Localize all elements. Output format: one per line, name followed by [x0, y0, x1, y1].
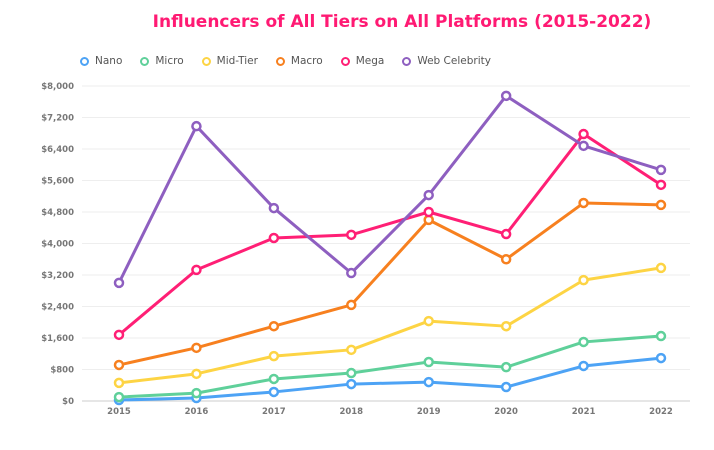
series-line-mega: [118, 132, 662, 336]
data-point-mega: [500, 228, 512, 240]
data-point-web-celebrity: [500, 90, 512, 102]
data-point-micro: [268, 373, 280, 385]
data-point-web-celebrity: [655, 164, 667, 176]
data-point-mega: [113, 329, 125, 341]
x-tick-label: 2019: [417, 407, 441, 417]
y-tick-label: $7,200: [41, 114, 74, 124]
data-point-mid-tier: [423, 315, 434, 327]
series-line-micro: [118, 334, 662, 399]
data-point-macro: [500, 254, 512, 265]
y-tick-label: $8,000: [41, 82, 74, 92]
data-point-micro: [423, 356, 434, 368]
legend-marker: [201, 56, 211, 66]
data-point-mid-tier: [346, 344, 357, 356]
data-point-mega: [268, 232, 280, 244]
data-point-web-celebrity: [423, 189, 434, 201]
legend-label: Nano: [95, 55, 123, 67]
legend-label: Macro: [290, 55, 323, 67]
x-tick-label: 2018: [339, 407, 363, 417]
data-point-mega: [655, 179, 667, 191]
data-point-micro: [500, 361, 512, 373]
x-tick-label: 2021: [572, 407, 596, 417]
data-point-nano: [346, 378, 357, 390]
data-point-mid-tier: [113, 377, 125, 389]
data-point-macro: [113, 359, 125, 371]
series-line-nano: [118, 356, 662, 402]
data-point-web-celebrity: [268, 202, 280, 214]
data-point-mega: [423, 206, 434, 218]
legend-item-macro: Macro: [275, 55, 323, 67]
data-point-web-celebrity: [113, 277, 125, 289]
data-point-nano: [655, 352, 667, 364]
data-point-mega: [578, 128, 589, 140]
legend-item-mid-tier: Mid-Tier: [201, 55, 258, 67]
data-point-macro: [268, 320, 280, 332]
data-point-mid-tier: [500, 320, 512, 332]
legend-marker: [340, 56, 350, 66]
chart-title: Influencers of All Tiers on All Platform…: [152, 12, 652, 32]
data-point-nano: [578, 360, 589, 372]
x-tick-label: 2016: [185, 407, 209, 417]
legend-label: Mega: [355, 55, 385, 67]
series-line-macro: [118, 201, 662, 367]
data-point-web-celebrity: [578, 140, 589, 152]
data-point-mega: [191, 264, 202, 276]
legend-item-mega: Mega: [340, 55, 385, 67]
data-point-micro: [655, 330, 667, 342]
y-tick-label: $1,600: [41, 334, 74, 344]
data-point-nano: [268, 386, 280, 398]
data-point-micro: [578, 336, 589, 348]
data-point-nano: [423, 376, 434, 388]
legend-marker: [80, 56, 89, 66]
data-point-macro: [191, 342, 202, 354]
y-tick-label: $4,000: [41, 240, 74, 250]
legend-marker: [275, 56, 285, 66]
series-line-web-celebrity: [117, 94, 662, 284]
legend-marker: [402, 56, 412, 66]
legend-label: Micro: [155, 55, 184, 67]
data-point-macro: [346, 299, 357, 311]
data-point-macro: [578, 197, 589, 209]
legend-item-micro: Micro: [140, 55, 184, 67]
y-tick-label: $3,200: [41, 271, 74, 281]
data-point-mega: [346, 229, 357, 241]
legend-item-web-celebrity: Web Celebrity: [402, 55, 491, 67]
y-tick-label: $4,800: [41, 208, 74, 218]
legend-item-nano: Nano: [80, 55, 122, 67]
data-point-mid-tier: [655, 262, 667, 274]
data-point-nano: [500, 381, 512, 393]
data-point-mid-tier: [191, 368, 202, 380]
legend: Nano Micro Mid-Tier Macro Mega Web Celebrity: [80, 55, 491, 67]
y-tick-label: $5,600: [41, 177, 74, 187]
y-tick-label: $6,400: [41, 145, 74, 155]
data-point-micro: [191, 387, 202, 399]
data-point-mid-tier: [578, 274, 589, 286]
x-tick-label: 2020: [494, 407, 518, 417]
series-line-mid-tier: [118, 266, 662, 385]
x-tick-label: 2017: [262, 407, 286, 417]
data-point-micro: [346, 367, 357, 379]
legend-label: Web Celebrity: [417, 55, 491, 67]
y-tick-label: $800: [50, 366, 74, 376]
data-point-mid-tier: [268, 350, 280, 362]
x-tick-label: 2022: [649, 407, 673, 417]
legend-marker: [140, 56, 150, 66]
legend-label: Mid-Tier: [216, 55, 258, 67]
data-point-macro: [655, 199, 667, 211]
y-tick-label: $2,400: [41, 303, 74, 313]
y-tick-label: $0: [62, 397, 74, 407]
data-point-micro: [113, 391, 125, 403]
data-point-web-celebrity: [191, 120, 202, 132]
data-point-web-celebrity: [346, 267, 357, 279]
x-tick-label: 2015: [107, 407, 131, 417]
